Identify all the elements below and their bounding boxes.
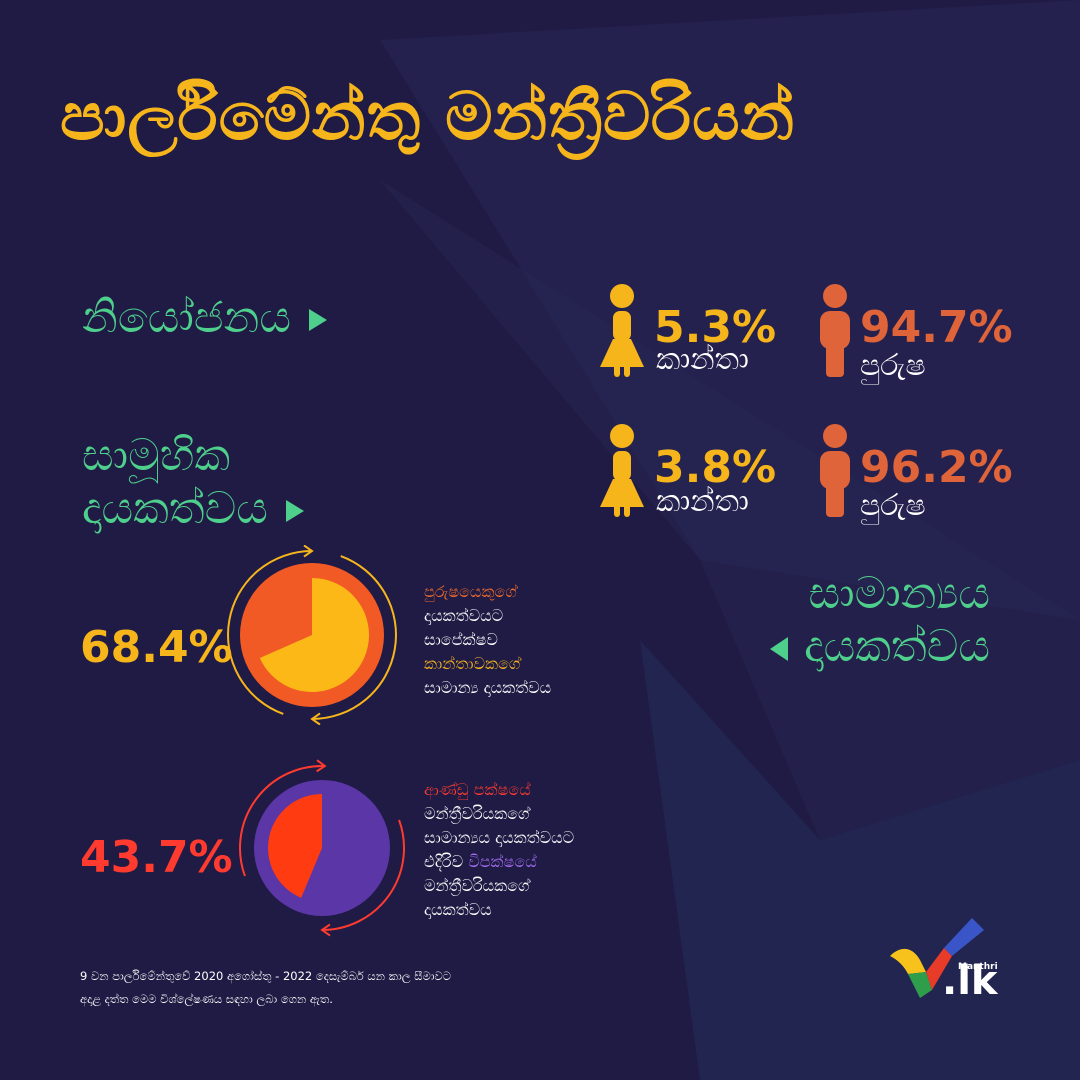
collective-male-pct: 96.2% [860, 442, 1013, 493]
pie1-arrow-arc [311, 555, 397, 720]
triangle-left-icon [770, 636, 789, 661]
pie-chart-1 [227, 545, 397, 725]
female-person-icon [600, 424, 644, 517]
pie1-arrow-arc [227, 550, 313, 715]
representation-male-label: පුරුෂ [860, 348, 926, 383]
page-title: පාර්ලිමේන්තු මන්ත්‍රීවරියන් [60, 78, 796, 155]
pie2-arrow-arc [321, 819, 405, 931]
female-person-icon [600, 284, 644, 377]
pie-chart-2 [239, 759, 405, 937]
pie2-description: ආණ්ඩු පක්ෂයේ මන්ත්‍රීවරියකගේ සාමාන්‍යය ද… [424, 780, 575, 919]
pie2-arrowhead [320, 923, 331, 937]
logo-small-text: Manthri [958, 962, 998, 972]
representation-male-pct: 94.7% [860, 302, 1013, 353]
pie1-description: පුරුෂයෙකුගේ දායකත්වයට සාපේක්ෂව කාන්තාවකග… [424, 582, 552, 697]
pie2-arrowhead [316, 759, 327, 773]
average-label: සාමාන්‍යය දායකත්වය [735, 568, 990, 674]
pie1-arrowhead [310, 712, 321, 725]
pie2-arrow-arc [239, 765, 325, 877]
representation-label: නියෝජනය [82, 292, 327, 345]
logo-main-text: .lk [942, 958, 998, 1004]
pie2-value-label: 43.7% [80, 832, 233, 883]
representation-female-label: කාන්තා [656, 342, 749, 377]
manthri-checkmark-logo-icon [890, 918, 984, 998]
triangle-right-icon [308, 309, 327, 331]
triangle-right-icon [285, 499, 304, 522]
pie1-slice-value [259, 578, 369, 692]
pie2-slice-value [268, 794, 322, 898]
collective-male-label: පුරුෂ [860, 488, 926, 523]
representation-female-pct: 5.3% [654, 302, 777, 353]
collective-label: සාමූහික දායකත්වය [82, 430, 304, 536]
pie1-value-label: 68.4% [80, 622, 233, 673]
male-person-icon [820, 424, 850, 517]
collective-female-pct: 3.8% [654, 442, 777, 493]
pie1-arrowhead [303, 545, 314, 558]
male-person-icon [820, 284, 850, 377]
collective-female-label: කාන්තා [656, 484, 749, 519]
footnote: 9 වන පාර්ලිමේන්තුවේ 2020 අගෝස්තු - 2022 … [80, 969, 452, 1006]
